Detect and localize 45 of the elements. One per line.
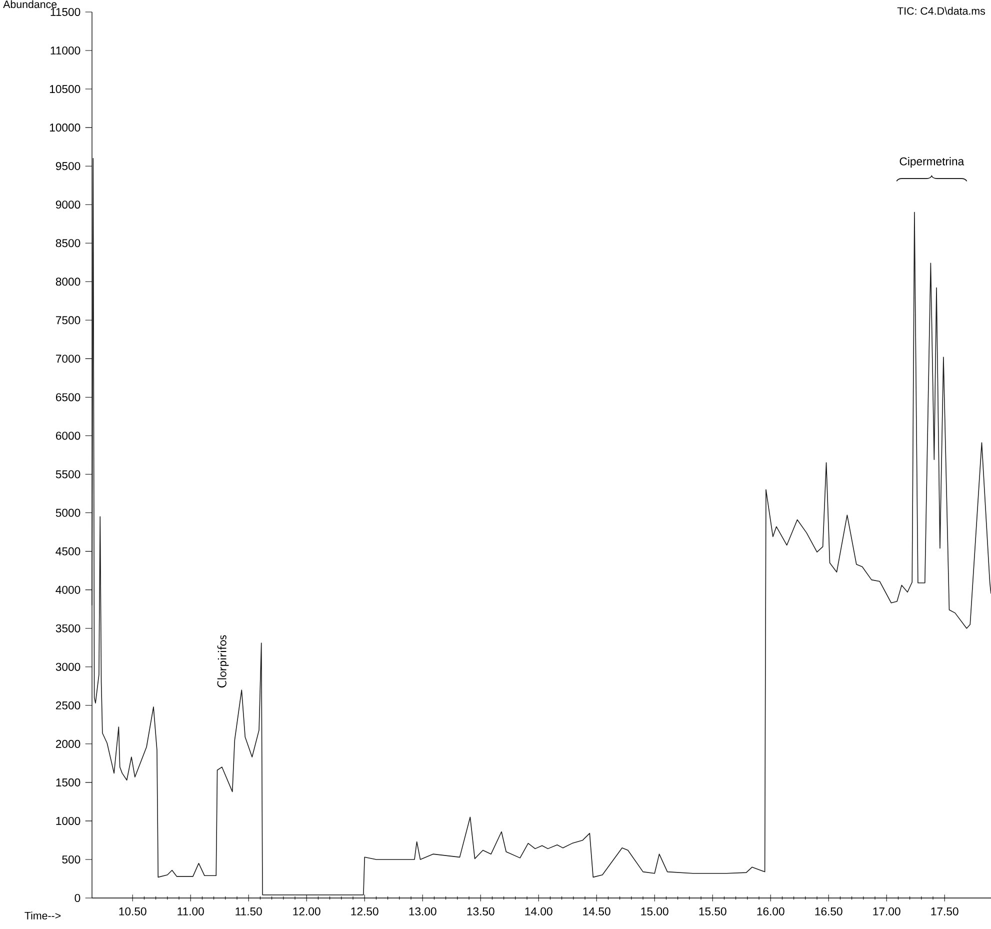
x-axis-title: Time--> xyxy=(24,912,61,920)
y-tick-label: 7500 xyxy=(56,316,80,324)
x-tick-label: 17.50 xyxy=(931,907,958,916)
y-axis-title: Abundance xyxy=(3,0,57,8)
x-tick-label: 14.50 xyxy=(583,907,610,916)
y-tick-label: 1000 xyxy=(56,816,80,825)
x-tick-label: 12.50 xyxy=(351,907,378,916)
chart-title: TIC: C4.D\data.ms xyxy=(897,6,986,15)
annotation: Clorpirifos xyxy=(217,635,229,688)
y-tick-label: 10000 xyxy=(50,124,80,132)
y-tick-label: 6000 xyxy=(56,432,80,440)
y-tick-label: 6500 xyxy=(56,393,80,402)
line-series xyxy=(92,158,991,896)
y-tick-label: 11000 xyxy=(50,46,80,55)
x-tick-label: 11.00 xyxy=(178,907,204,916)
x-tick-label: 15.00 xyxy=(641,907,668,916)
y-tick-label: 10500 xyxy=(50,85,80,94)
y-tick-label: 3500 xyxy=(56,624,80,632)
y-tick-label: 4000 xyxy=(56,586,80,594)
y-tick-label: 11500 xyxy=(50,8,80,16)
x-tick-label: 16.00 xyxy=(757,907,784,916)
y-tick-label: 3000 xyxy=(56,662,80,671)
x-tick-label: 14.00 xyxy=(525,907,552,916)
x-tick-label: 15.50 xyxy=(699,907,726,916)
y-tick-label: 8500 xyxy=(56,239,80,248)
y-tick-label: 5500 xyxy=(56,470,80,478)
x-tick-label: 12.00 xyxy=(293,907,320,916)
y-tick-label: 7000 xyxy=(56,354,80,363)
y-tick-label: 0 xyxy=(74,894,80,902)
x-tick-label: 13.00 xyxy=(409,907,436,916)
y-tick-label: 2000 xyxy=(56,740,80,748)
annotation: Cipermetrina xyxy=(900,157,964,168)
x-tick-label: 13.50 xyxy=(467,907,494,916)
y-tick-label: 5000 xyxy=(56,508,80,517)
x-tick-label: 17.00 xyxy=(873,907,900,916)
x-tick-label: 10.50 xyxy=(119,907,146,916)
y-tick-label: 9500 xyxy=(56,162,80,170)
y-tick-label: 4500 xyxy=(56,547,80,556)
x-tick-label: 11.50 xyxy=(236,907,262,916)
y-tick-label: 9000 xyxy=(56,200,80,209)
x-tick-label: 16.50 xyxy=(815,907,842,916)
y-tick-label: 8000 xyxy=(56,278,80,286)
y-tick-label: 1500 xyxy=(56,778,80,786)
y-tick-label: 500 xyxy=(62,855,80,864)
y-tick-label: 2500 xyxy=(56,701,80,710)
